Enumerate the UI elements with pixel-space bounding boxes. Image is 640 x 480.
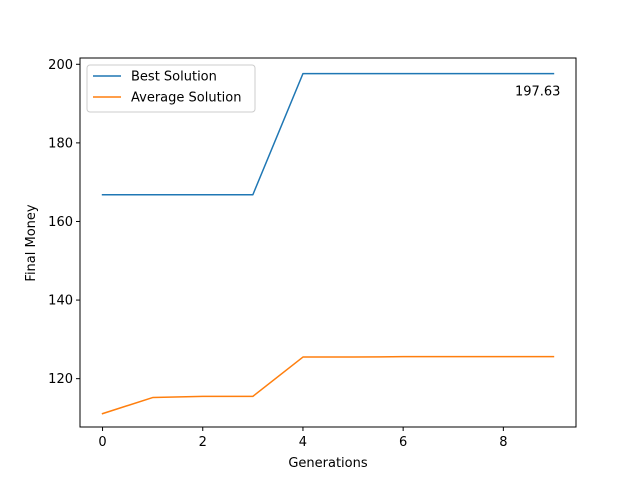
- y-tick-label: 200: [48, 58, 73, 73]
- y-tick-label: 160: [48, 215, 73, 230]
- series-layer: [101, 72, 555, 415]
- y-tick-label: 120: [48, 372, 73, 387]
- legend: Best Solution Average Solution: [86, 64, 256, 113]
- x-tick-label: 6: [399, 435, 407, 450]
- annotations: 197.63: [515, 85, 561, 100]
- x-tick-label: 8: [499, 435, 507, 450]
- x-tick-label: 2: [199, 435, 207, 450]
- legend-items: Best Solution Average Solution: [93, 70, 241, 106]
- y-tick-label: 140: [48, 294, 73, 309]
- y-tick-label: 180: [48, 136, 73, 151]
- legend-label-1: Best Solution: [131, 70, 217, 85]
- x-tick-label: 4: [299, 435, 307, 450]
- x-axis-label: Generations: [288, 456, 368, 471]
- plot-background: [80, 58, 576, 427]
- value-annotation: 197.63: [515, 85, 561, 100]
- plot-frame: [79, 57, 577, 428]
- x-tick-label: 0: [98, 435, 106, 450]
- legend-box: [86, 64, 256, 113]
- y-axis-label: Final Money: [24, 204, 39, 282]
- series-line-2: [101, 355, 555, 415]
- x-axis-ticks: 0 2 4 6 8: [98, 427, 507, 450]
- y-axis-ticks: 120 140 160 180 200: [48, 58, 80, 387]
- series-line-1: [101, 72, 555, 196]
- legend-label-2: Average Solution: [131, 91, 241, 106]
